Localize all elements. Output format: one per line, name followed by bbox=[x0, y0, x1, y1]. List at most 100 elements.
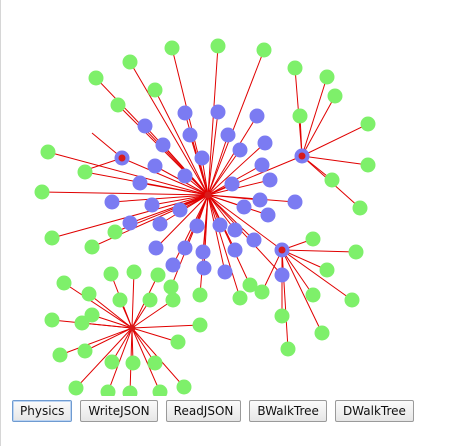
graph-node-green[interactable] bbox=[88, 70, 104, 86]
graph-node-blue[interactable] bbox=[194, 150, 210, 166]
graph-node-green[interactable] bbox=[100, 384, 116, 397]
graph-node-blue[interactable] bbox=[144, 197, 160, 213]
graph-node-blue[interactable] bbox=[217, 264, 233, 280]
graph-node-green[interactable] bbox=[254, 284, 270, 300]
graph-node-green[interactable] bbox=[152, 384, 168, 397]
graph-node-green[interactable] bbox=[147, 355, 163, 371]
graph-node-green[interactable] bbox=[142, 292, 158, 308]
graph-node-green[interactable] bbox=[348, 244, 364, 260]
graph-node-blue[interactable] bbox=[182, 127, 198, 143]
graph-node-green[interactable] bbox=[84, 307, 100, 323]
graph-node-green[interactable] bbox=[84, 239, 100, 255]
graph-node-green[interactable] bbox=[327, 88, 343, 104]
graph-node-blue[interactable] bbox=[274, 267, 290, 283]
graph-node-blue[interactable] bbox=[287, 194, 303, 210]
graph-node-blue[interactable] bbox=[148, 240, 164, 256]
graph-node-blue[interactable] bbox=[137, 118, 153, 134]
graph-node-blue[interactable] bbox=[236, 199, 252, 215]
graph-node-blue[interactable] bbox=[249, 108, 265, 124]
graph-node-green[interactable] bbox=[324, 172, 340, 188]
graph-node-green[interactable] bbox=[280, 341, 296, 357]
graph-node-blue[interactable] bbox=[227, 222, 243, 238]
graph-node-green[interactable] bbox=[150, 267, 166, 283]
graph-node-green[interactable] bbox=[74, 315, 90, 331]
graph-node-green[interactable] bbox=[122, 385, 138, 397]
graph-node-blue[interactable] bbox=[172, 202, 188, 218]
graph-node-green[interactable] bbox=[34, 184, 50, 200]
graph-node-green[interactable] bbox=[319, 262, 335, 278]
graph-node-green[interactable] bbox=[360, 116, 376, 132]
graph-node-blue[interactable] bbox=[177, 105, 193, 121]
graph-node-green[interactable] bbox=[56, 275, 72, 291]
graph-canvas[interactable] bbox=[0, 0, 469, 396]
graph-node-green[interactable] bbox=[305, 287, 321, 303]
graph-node-blue[interactable] bbox=[257, 135, 273, 151]
graph-node-green[interactable] bbox=[147, 82, 163, 98]
graph-node-blue[interactable] bbox=[104, 194, 120, 210]
graph-node-green[interactable] bbox=[192, 317, 208, 333]
graph-node-blue[interactable] bbox=[232, 142, 248, 158]
graph-hub-node[interactable] bbox=[204, 191, 212, 199]
graph-node-green[interactable] bbox=[170, 334, 186, 350]
graph-hub-node[interactable] bbox=[128, 324, 136, 332]
graph-node-blue[interactable] bbox=[189, 218, 205, 234]
graph-node-green[interactable] bbox=[40, 144, 56, 160]
graph-node-green[interactable] bbox=[305, 231, 321, 247]
graph-node-green[interactable] bbox=[256, 42, 272, 58]
write-json-button[interactable]: WriteJSON bbox=[80, 400, 158, 422]
graph-node-blue[interactable] bbox=[147, 158, 163, 174]
graph-node-green[interactable] bbox=[165, 292, 181, 308]
graph-node-green[interactable] bbox=[81, 286, 97, 302]
graph-node-blue[interactable] bbox=[196, 260, 212, 276]
graph-node-green[interactable] bbox=[163, 279, 179, 295]
graph-node-green[interactable] bbox=[210, 38, 226, 54]
graph-hub-node[interactable] bbox=[298, 152, 306, 160]
graph-node-green[interactable] bbox=[352, 200, 368, 216]
graph-node-green[interactable] bbox=[44, 312, 60, 328]
graph-node-green[interactable] bbox=[125, 355, 141, 371]
graph-node-green[interactable] bbox=[44, 230, 60, 246]
graph-node-blue[interactable] bbox=[254, 157, 270, 173]
graph-node-blue[interactable] bbox=[177, 240, 193, 256]
graph-node-green[interactable] bbox=[360, 157, 376, 173]
bwalk-tree-button[interactable]: BWalkTree bbox=[249, 400, 327, 422]
graph-node-blue[interactable] bbox=[262, 172, 278, 188]
graph-node-blue[interactable] bbox=[227, 242, 243, 258]
graph-node-green[interactable] bbox=[164, 40, 180, 56]
graph-node-blue[interactable] bbox=[210, 104, 226, 120]
graph-node-blue[interactable] bbox=[152, 216, 168, 232]
read-json-button[interactable]: ReadJSON bbox=[165, 400, 242, 422]
graph-node-green[interactable] bbox=[103, 266, 119, 282]
graph-node-green[interactable] bbox=[287, 60, 303, 76]
graph-node-green[interactable] bbox=[192, 287, 208, 303]
graph-node-blue[interactable] bbox=[165, 257, 181, 273]
graph-node-green[interactable] bbox=[107, 224, 123, 240]
graph-node-green[interactable] bbox=[232, 290, 248, 306]
graph-node-blue[interactable] bbox=[252, 192, 268, 208]
graph-node-blue[interactable] bbox=[155, 137, 171, 153]
graph-node-green[interactable] bbox=[274, 308, 290, 324]
graph-node-green[interactable] bbox=[110, 97, 126, 113]
graph-node-green[interactable] bbox=[319, 69, 335, 85]
graph-node-blue[interactable] bbox=[195, 244, 211, 260]
graph-node-green[interactable] bbox=[176, 379, 192, 395]
graph-node-blue[interactable] bbox=[224, 176, 240, 192]
graph-node-blue[interactable] bbox=[220, 127, 236, 143]
graph-node-green[interactable] bbox=[344, 292, 360, 308]
graph-node-green[interactable] bbox=[122, 54, 138, 70]
graph-hub-node[interactable] bbox=[118, 154, 126, 162]
physics-button[interactable]: Physics bbox=[12, 400, 73, 422]
graph-node-green[interactable] bbox=[314, 325, 330, 341]
graph-node-blue[interactable] bbox=[260, 207, 276, 223]
graph-node-green[interactable] bbox=[292, 108, 308, 124]
graph-hub-node[interactable] bbox=[278, 246, 286, 254]
graph-node-green[interactable] bbox=[112, 292, 128, 308]
graph-node-green[interactable] bbox=[52, 347, 68, 363]
graph-node-green[interactable] bbox=[104, 354, 120, 370]
graph-node-green[interactable] bbox=[77, 164, 93, 180]
graph-node-green[interactable] bbox=[126, 264, 142, 280]
graph-node-green[interactable] bbox=[77, 343, 93, 359]
graph-node-green[interactable] bbox=[68, 380, 84, 396]
graph-node-blue[interactable] bbox=[177, 168, 193, 184]
graph-node-blue[interactable] bbox=[122, 215, 138, 231]
